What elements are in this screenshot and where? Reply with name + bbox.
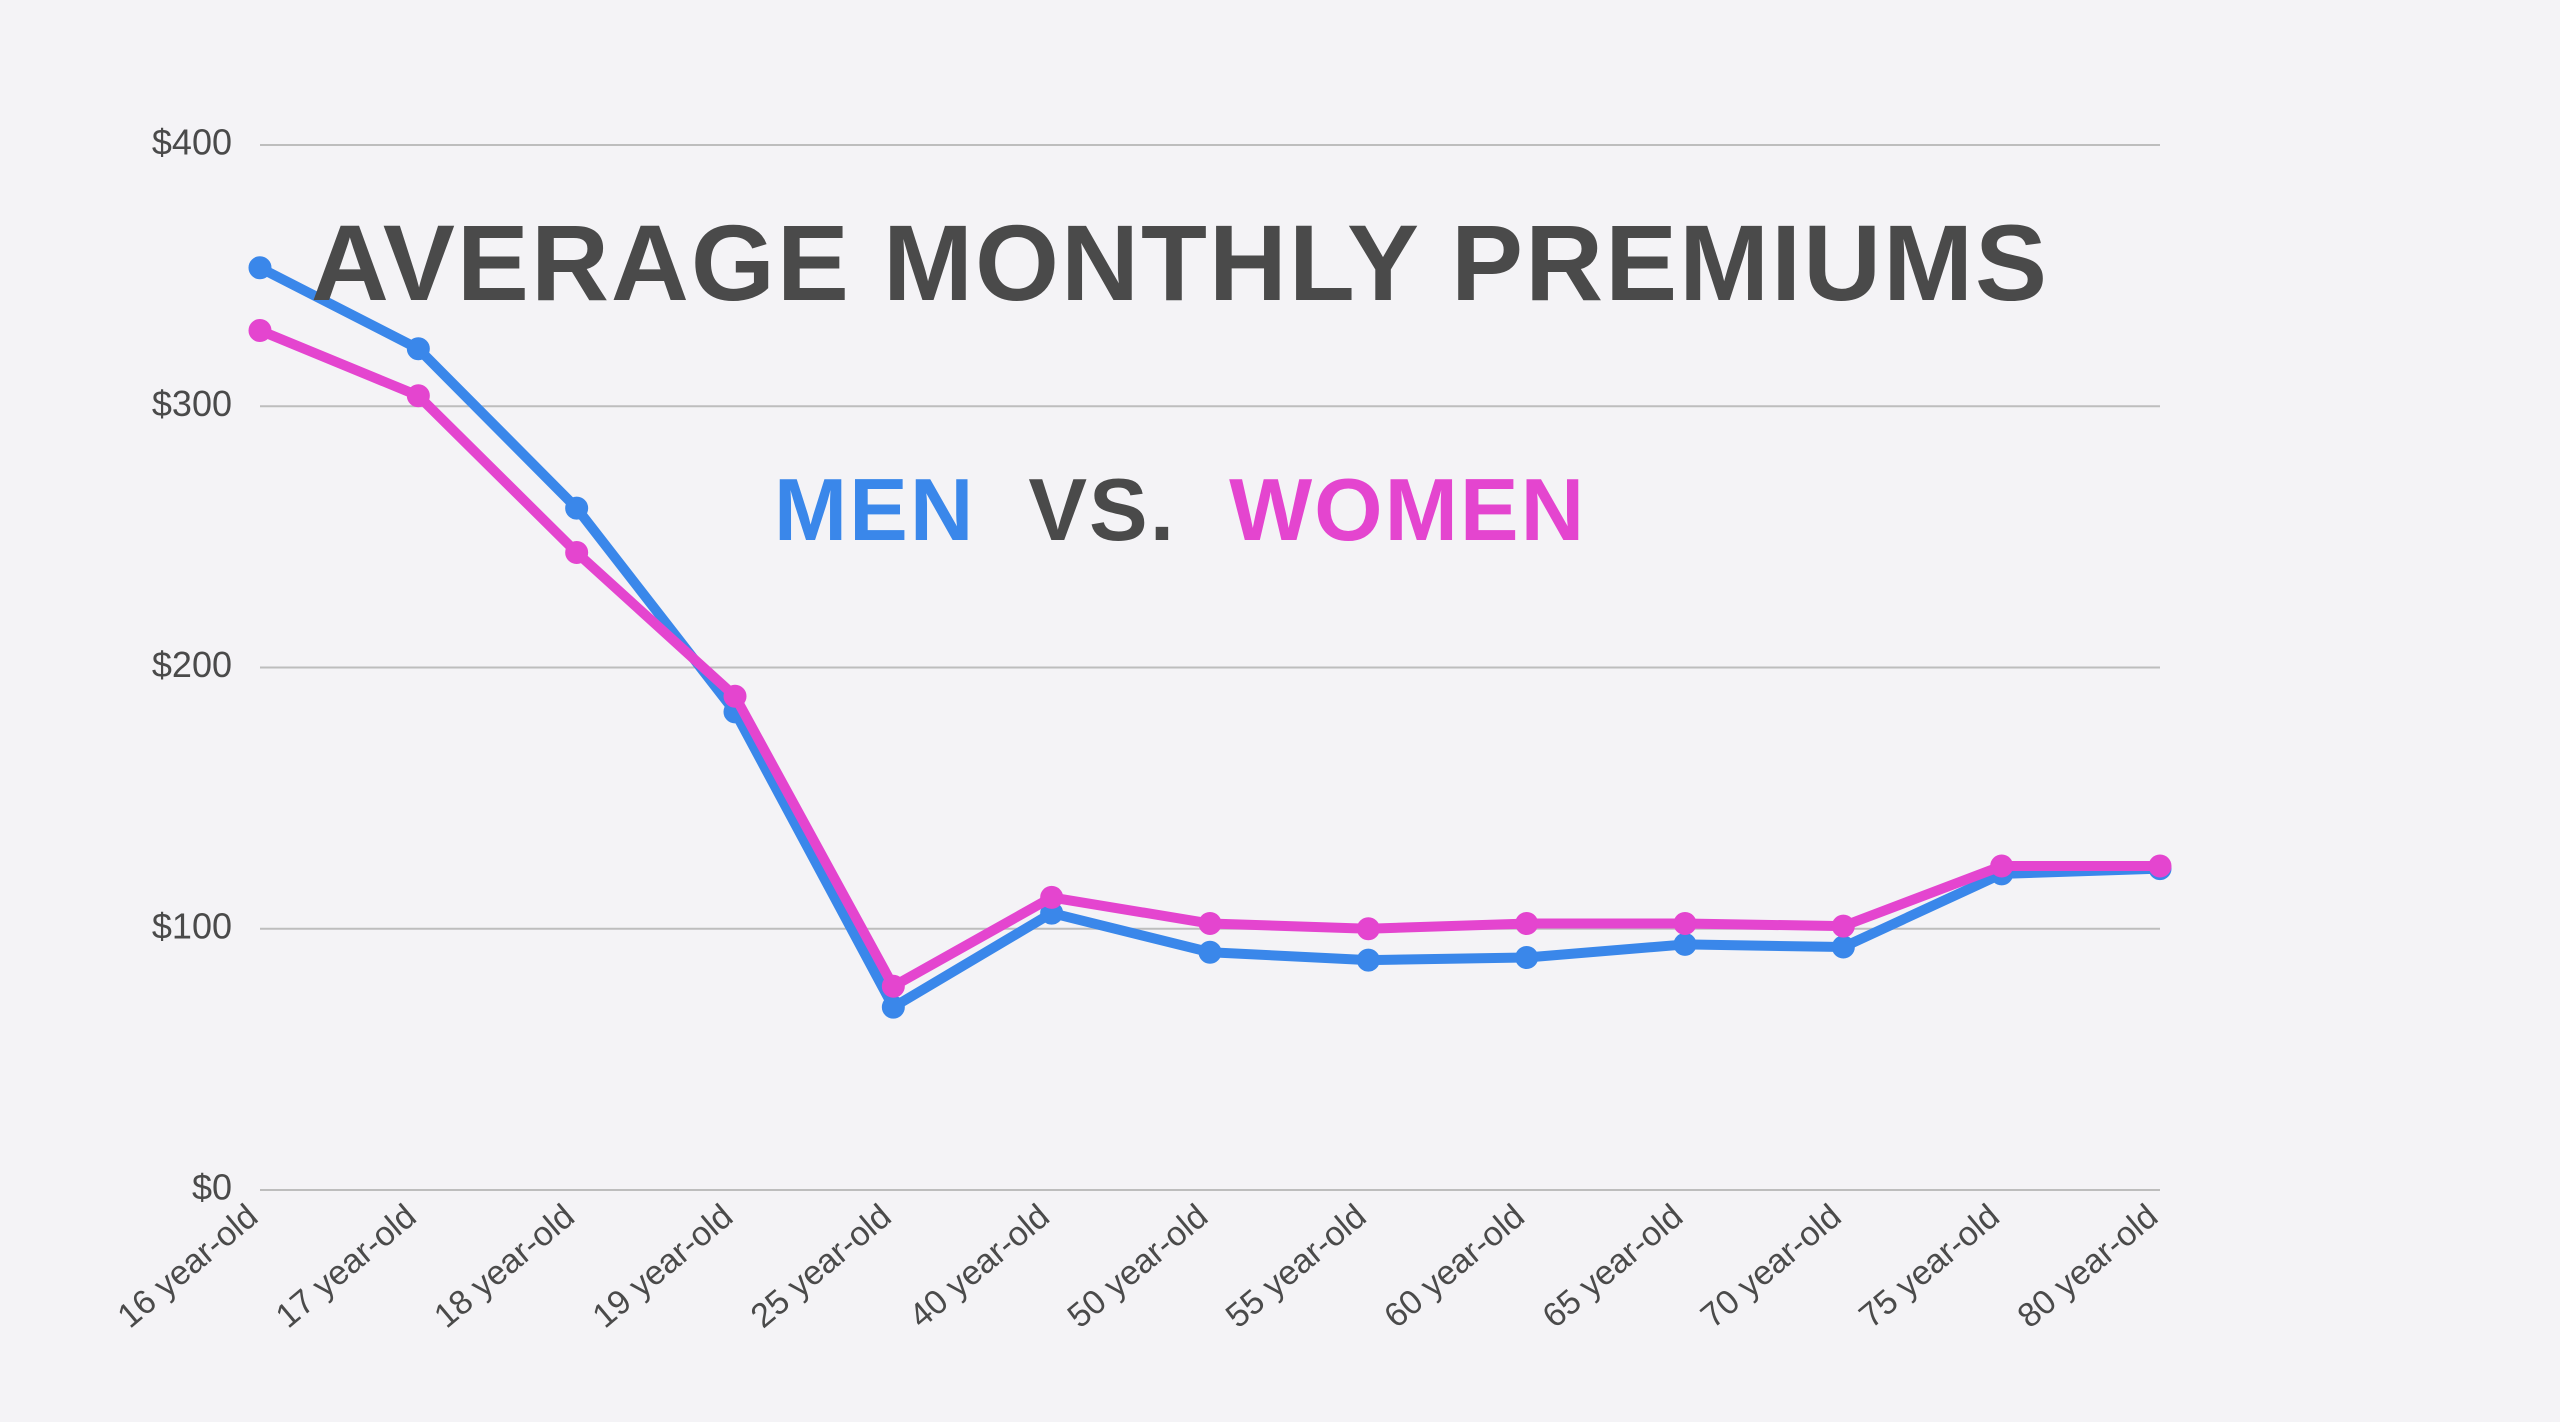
series-marker xyxy=(1516,946,1538,968)
series-marker xyxy=(1199,941,1221,963)
series-marker xyxy=(1357,918,1379,940)
series-marker xyxy=(1357,949,1379,971)
chart-subtitle: MEN VS. WOMEN xyxy=(774,460,1586,559)
x-tick-label: 16 year-old xyxy=(110,1197,265,1335)
subtitle-part: WOMEN xyxy=(1229,460,1586,559)
series-marker xyxy=(249,319,271,341)
series-women xyxy=(249,319,2171,997)
x-tick-label: 80 year-old xyxy=(2010,1197,2165,1335)
chart-title: AVERAGE MONTHLY PREMIUMS xyxy=(311,202,2049,323)
x-tick-label: 50 year-old xyxy=(1060,1197,1215,1335)
y-tick-label: $400 xyxy=(152,122,232,163)
subtitle-part: MEN xyxy=(774,460,976,559)
series-line xyxy=(260,330,2160,986)
series-marker xyxy=(1991,855,2013,877)
series-marker xyxy=(1674,933,1696,955)
x-tick-label: 65 year-old xyxy=(1535,1197,1690,1335)
x-tick-label: 40 year-old xyxy=(902,1197,1057,1335)
x-tick-label: 55 year-old xyxy=(1219,1197,1374,1335)
chart-svg: $0 $100 $200 $300 $400 16 year-old17 year-old… xyxy=(0,0,2560,1422)
x-axis-labels: 16 year-old17 year-old18 year-old19 year… xyxy=(110,1197,2165,1335)
series-marker xyxy=(407,385,429,407)
series-marker xyxy=(1832,936,1854,958)
series-men xyxy=(249,257,2171,1018)
series-marker xyxy=(2149,855,2171,877)
series-marker xyxy=(566,497,588,519)
y-tick-label: $300 xyxy=(152,383,232,424)
y-tick-label: $0 xyxy=(192,1167,232,1208)
x-tick-label: 25 year-old xyxy=(744,1197,899,1335)
x-tick-label: 19 year-old xyxy=(585,1197,740,1335)
series-marker xyxy=(882,996,904,1018)
series-marker xyxy=(724,685,746,707)
series-line xyxy=(260,268,2160,1007)
x-tick-label: 60 year-old xyxy=(1377,1197,1532,1335)
series-marker xyxy=(1832,915,1854,937)
series-marker xyxy=(407,338,429,360)
series-marker xyxy=(882,975,904,997)
x-tick-label: 75 year-old xyxy=(1852,1197,2007,1335)
series-marker xyxy=(566,542,588,564)
y-tick-label: $200 xyxy=(152,644,232,685)
x-tick-label: 17 year-old xyxy=(269,1197,424,1335)
subtitle-part: VS. xyxy=(975,460,1229,559)
series-marker xyxy=(1516,913,1538,935)
series-marker xyxy=(1674,913,1696,935)
series-marker xyxy=(1199,913,1221,935)
series-marker xyxy=(249,257,271,279)
series-marker xyxy=(1041,886,1063,908)
y-tick-label: $100 xyxy=(152,905,232,946)
x-tick-label: 18 year-old xyxy=(427,1197,582,1335)
chart-container: $0 $100 $200 $300 $400 16 year-old17 year-old… xyxy=(0,0,2560,1422)
x-tick-label: 70 year-old xyxy=(1694,1197,1849,1335)
